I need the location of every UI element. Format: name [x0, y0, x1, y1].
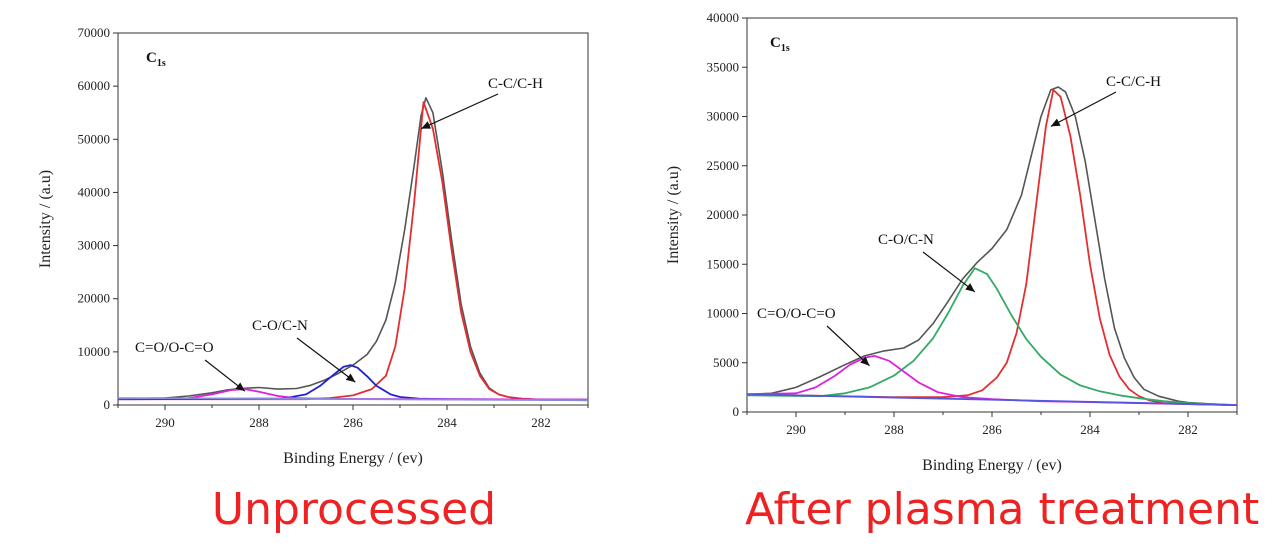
- panel-label-subscript: 1s: [781, 43, 790, 54]
- peak-annotation-label: C-C/C-H: [1106, 74, 1161, 90]
- x-tick-label: 282: [1178, 422, 1198, 437]
- series-line-c-o-c-n: [746, 267, 1238, 406]
- y-tick-label: 30000: [78, 238, 111, 253]
- annotation-arrow-head: [1050, 118, 1061, 127]
- caption-unprocessed: Unprocessed: [211, 484, 497, 535]
- y-tick-label: 10000: [78, 344, 111, 359]
- x-axis-title: Binding Energy / (ev): [922, 457, 1062, 474]
- y-tick-label: 40000: [78, 184, 111, 199]
- annotation-arrow-head: [345, 373, 356, 383]
- y-tick-label: 40000: [707, 10, 740, 25]
- panel-label: C1s: [770, 35, 790, 54]
- annotation-arrow-head: [965, 283, 975, 292]
- peak-annotation-label: C-O/C-N: [878, 232, 934, 248]
- annotation-arrow-line: [296, 337, 356, 383]
- plot-frame: [746, 17, 1238, 413]
- y-tick-label: 35000: [707, 59, 740, 74]
- y-tick-label: 0: [733, 404, 740, 419]
- y-tick-label: 60000: [78, 78, 111, 93]
- series-line-baseline: [746, 393, 1238, 406]
- y-tick-label: 70000: [78, 25, 111, 40]
- peak-annotation-label: C-O/C-N: [252, 318, 308, 334]
- annotation-arrow-line: [1050, 91, 1117, 127]
- xps-chart-plasma: 0 5000 10000 15000 20000 25000 30000 35000 40000…: [665, 10, 1238, 474]
- y-axis-title: Intensity / (a.u): [37, 170, 54, 268]
- x-axis-title: Binding Energy / (ev): [283, 450, 423, 467]
- y-tick-label: 20000: [707, 207, 740, 222]
- caption-after-plasma: After plasma treatment: [745, 484, 1260, 535]
- peak-annotation-label: C=O/O-C=O: [135, 340, 214, 356]
- peak-annotation-label: C=O/O-C=O: [757, 306, 836, 322]
- series-line-c-c-c-h: [118, 101, 589, 402]
- x-tick-label: 286: [343, 415, 363, 430]
- annotation-arrow-line: [826, 325, 870, 367]
- x-tick-label: 286: [982, 422, 1002, 437]
- y-tick-label: 10000: [707, 306, 740, 321]
- series-line-c-c-c-h: [746, 89, 1238, 406]
- y-tick-label: 5000: [713, 355, 739, 370]
- left-chart-panel: 0 10000 20000 30000 40000 50000 60000 70000 290 2…: [0, 0, 640, 555]
- series-line-envelope: [746, 86, 1238, 406]
- x-tick-label: 290: [786, 422, 806, 437]
- series-line-c-o-c-n: [117, 364, 589, 401]
- x-tick-label: 284: [437, 415, 457, 430]
- x-tick-label: 284: [1080, 422, 1100, 437]
- xps-chart-unprocessed: 0 10000 20000 30000 40000 50000 60000 70000 290 2…: [37, 25, 589, 467]
- x-tick-label: 282: [531, 415, 551, 430]
- y-tick-label: 25000: [707, 158, 740, 173]
- y-tick-label: 15000: [707, 256, 740, 271]
- x-tick-label: 290: [155, 415, 175, 430]
- panel-label: C1s: [146, 50, 166, 69]
- y-axis-title: Intensity / (a.u): [665, 166, 682, 264]
- annotation-arrow-line: [922, 251, 976, 293]
- y-tick-label: 50000: [78, 131, 111, 146]
- annotation-arrow-head: [860, 356, 870, 366]
- peak-annotation-label: C-C/C-H: [488, 76, 543, 92]
- annotation-arrow-head: [235, 382, 245, 392]
- annotation-arrow-head: [421, 121, 431, 129]
- x-tick-label: 288: [884, 422, 904, 437]
- x-tick-label: 288: [249, 415, 269, 430]
- right-chart-panel: 0 5000 10000 15000 20000 25000 30000 35000 40000…: [640, 0, 1282, 555]
- y-tick-label: 0: [104, 397, 111, 412]
- y-tick-label: 30000: [707, 109, 740, 124]
- panel-label-subscript: 1s: [157, 58, 166, 69]
- series-line-baseline: [117, 397, 589, 402]
- annotation-arrow-line: [420, 93, 499, 130]
- y-tick-label: 20000: [78, 291, 111, 306]
